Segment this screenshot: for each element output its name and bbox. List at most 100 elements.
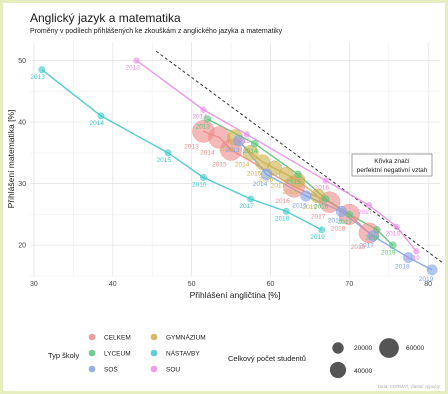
point-label: 2016	[328, 218, 343, 225]
point-label: 2016	[259, 177, 274, 184]
data-point	[260, 168, 273, 181]
point-label: 2013	[125, 64, 140, 71]
point-label: 2013	[30, 74, 45, 81]
data-point	[233, 134, 245, 147]
y-tick-label: 50	[18, 58, 26, 65]
point-label: 2013	[184, 143, 199, 150]
point-label: 2019	[302, 204, 317, 211]
point-label: 2017	[239, 203, 254, 210]
size-legend-key	[329, 361, 347, 379]
data-point	[413, 248, 420, 255]
legend-type-title: Typ školy	[48, 351, 80, 360]
point-label: 2014	[235, 161, 250, 168]
point-label: 2018	[395, 264, 410, 271]
point-label: 2016	[192, 182, 207, 189]
y-tick-label: 20	[18, 243, 26, 250]
point-label: 2019	[419, 276, 434, 283]
data-point	[322, 177, 329, 184]
legend-label: LYCEUM	[104, 350, 131, 357]
legend-key	[150, 365, 158, 373]
data-point	[133, 57, 140, 64]
legend-key	[150, 349, 158, 357]
legend-key	[88, 349, 96, 357]
y-tick-label: 40	[18, 120, 26, 127]
legend-key	[150, 333, 158, 341]
point-label: 2015	[247, 171, 262, 178]
legend-size-title: Celkový počet studentů	[228, 354, 306, 363]
chart-title: Anglický jazyk a matematika	[30, 11, 181, 25]
x-tick-label: 80	[424, 281, 432, 288]
point-label: 2017	[311, 214, 326, 221]
data-point	[294, 170, 302, 179]
point-label: 2013	[196, 123, 211, 130]
data-point	[203, 115, 212, 123]
data-point	[282, 207, 290, 215]
caption: Data: CERMAT, vlastní výpočty	[378, 384, 441, 389]
data-point	[200, 106, 207, 113]
data-point	[200, 174, 207, 181]
data-point	[318, 226, 326, 234]
point-label: 2018	[283, 189, 298, 196]
point-label: 2014	[192, 114, 207, 121]
point-label: 2018	[386, 231, 401, 238]
x-tick-label: 30	[30, 281, 38, 288]
data-point	[164, 149, 172, 157]
x-tick-label: 70	[345, 281, 353, 288]
point-label: 2013	[219, 146, 234, 153]
point-label: 2018	[365, 234, 380, 241]
point-label: 2014	[253, 181, 268, 188]
data-point	[242, 144, 259, 161]
legend-label: GYMNÁZIUM	[166, 332, 206, 341]
data-point	[251, 139, 259, 148]
point-label: 2019	[310, 234, 325, 241]
point-label: 2016	[314, 204, 329, 211]
point-label: 2014	[90, 120, 105, 127]
x-tick-label: 50	[188, 281, 196, 288]
point-label: 2015	[157, 157, 172, 164]
data-point	[300, 190, 312, 202]
point-label: 2015	[212, 161, 227, 168]
point-label: 2014	[243, 148, 258, 155]
annotation-line-1: Křivka značí	[374, 158, 410, 165]
x-tick-label: 60	[267, 281, 275, 288]
legend-label: SOŠ	[104, 364, 118, 373]
point-label: 2018	[275, 216, 290, 223]
legend-key	[88, 365, 96, 373]
point-label: 2019	[405, 255, 420, 262]
data-point	[278, 166, 294, 182]
point-label: 2017	[271, 183, 286, 190]
x-axis-label: Přihlášení angličtina [%]	[190, 290, 281, 300]
size-legend-label: 60000	[406, 345, 424, 352]
size-legend-key	[332, 342, 344, 354]
y-axis-label: Přihlášení matematika [%]	[6, 110, 16, 209]
data-point	[365, 202, 373, 209]
size-legend-key	[379, 338, 399, 358]
legend-label: SOU	[166, 366, 180, 373]
y-tick-label: 30	[18, 181, 26, 188]
data-point	[367, 230, 379, 242]
point-label: 2019	[351, 244, 366, 251]
point-label: 2017	[359, 242, 374, 249]
point-label: 2019	[381, 250, 396, 257]
annotation-box	[351, 153, 433, 177]
data-point	[389, 241, 397, 249]
point-label: 2013	[225, 147, 240, 154]
point-label: 2017	[358, 209, 373, 216]
point-label: 2014	[200, 149, 215, 156]
data-point	[243, 131, 250, 138]
legend-key	[88, 333, 96, 341]
x-tick-label: 40	[109, 281, 117, 288]
data-point	[426, 264, 438, 276]
data-point	[335, 205, 347, 217]
point-label: 2015	[286, 179, 301, 186]
point-label: 2018	[331, 226, 346, 233]
point-label: 2015	[236, 138, 251, 145]
data-point	[38, 66, 46, 74]
legend-label: CELKEM	[104, 334, 131, 341]
size-legend-label: 20000	[354, 345, 372, 352]
legend-label: NÁSTAVBY	[166, 348, 200, 357]
data-point	[321, 195, 330, 203]
data-point	[247, 195, 255, 203]
size-legend-label: 40000	[354, 368, 372, 375]
